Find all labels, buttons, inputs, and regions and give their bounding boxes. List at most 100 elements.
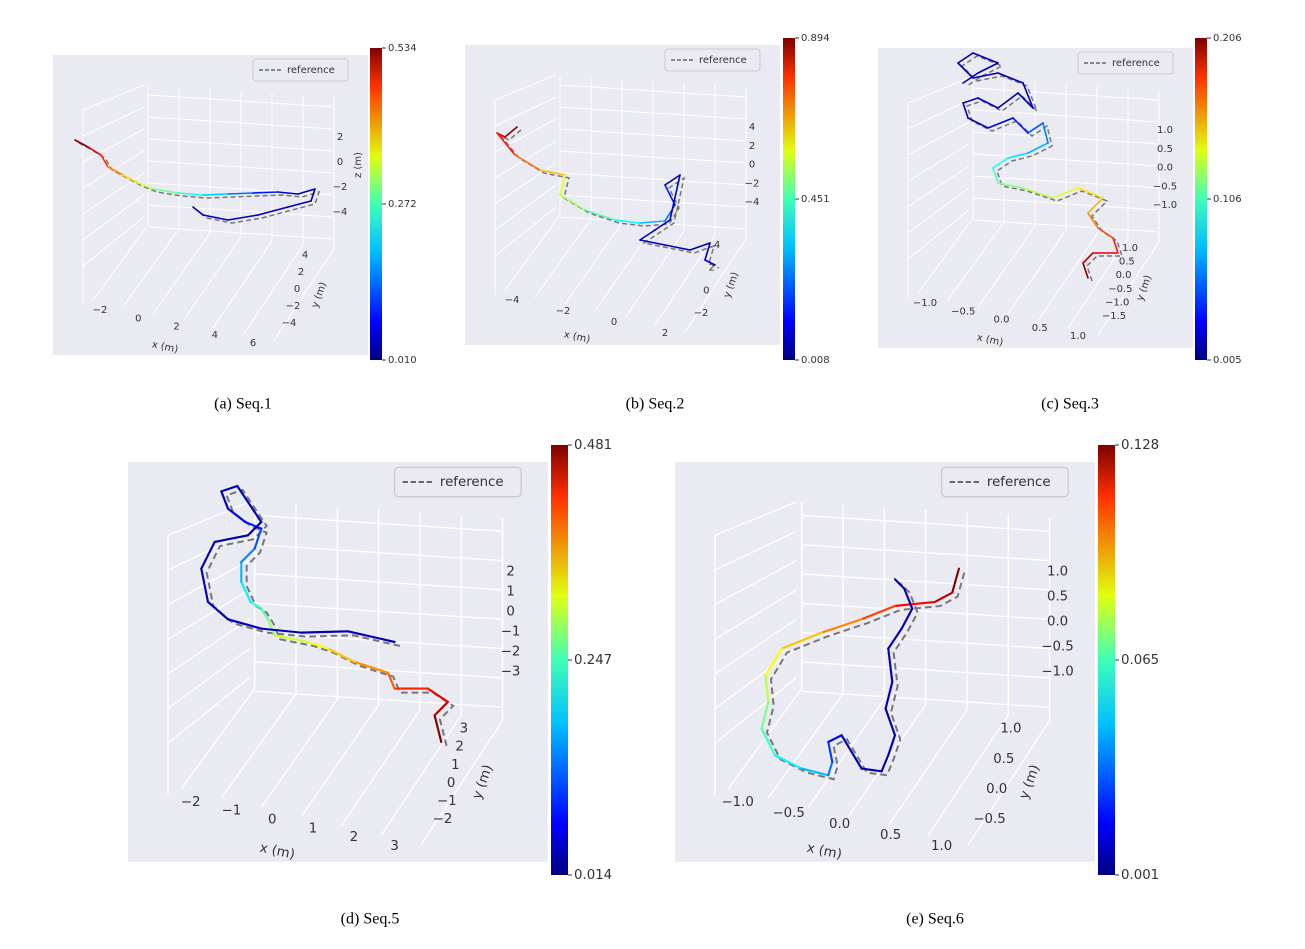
x-tick-label: 4: [212, 330, 218, 341]
trajectory-segment: [1087, 197, 1104, 214]
z-tick-label: 2: [749, 141, 755, 152]
grid-line: [494, 74, 557, 101]
grid-line: [340, 709, 421, 827]
trajectory-segment: [249, 600, 263, 610]
colorbar-label: 0.010: [388, 355, 417, 366]
grid-line: [714, 501, 797, 536]
x-tick-label: 1: [309, 821, 317, 836]
grid-line: [167, 618, 250, 675]
y-tick-label: 0.5: [1119, 257, 1135, 268]
trajectory-segment: [514, 154, 541, 171]
trajectory-segment: [764, 674, 770, 704]
grid-line: [727, 688, 803, 789]
trajectory-segment: [639, 239, 666, 246]
legend-box: [940, 466, 1069, 498]
z-tick-label: 0.5: [1047, 589, 1068, 604]
z-tick-label: 0: [749, 160, 755, 171]
x-tick-label: −0.5: [951, 306, 975, 317]
grid-line: [494, 140, 557, 179]
trajectory-segment: [977, 97, 999, 109]
y-tick-label: 1: [451, 758, 459, 773]
grid-line: [380, 714, 462, 836]
y-tick-label: −2: [694, 308, 709, 319]
caption: (b) Seq.2: [626, 396, 685, 413]
grid-line: [767, 693, 844, 799]
x-tick-label: 0.5: [880, 828, 901, 843]
x-tick-label: −2: [181, 795, 201, 810]
z-tick-label: 1: [506, 584, 514, 599]
legend-label: reference: [287, 65, 335, 76]
caption: (a) Seq.1: [214, 396, 272, 413]
y-tick-label: 0.0: [1116, 270, 1132, 281]
y-tick-label: 0: [294, 284, 300, 295]
grid-line: [714, 648, 797, 710]
legend-box: [252, 58, 349, 82]
grid-line: [82, 128, 145, 163]
y-tick-label: −1.5: [1102, 311, 1126, 322]
trajectory-segment: [880, 754, 890, 773]
grid-line: [927, 714, 1009, 836]
y-tick-label: 0: [703, 285, 709, 296]
trajectory-segment: [433, 714, 443, 743]
grid-line: [714, 560, 797, 606]
x-tick-label: −1: [222, 804, 242, 819]
grid-line: [559, 194, 747, 208]
trajectory-segment: [240, 547, 256, 564]
colorbar: [1195, 38, 1207, 360]
trajectory-segment: [266, 618, 276, 637]
colorbar-label: 0.894: [801, 33, 830, 44]
grid-line: [534, 218, 592, 298]
x-tick-label: 3: [390, 839, 398, 854]
colorbar-label: 0.014: [574, 868, 612, 883]
x-tick-label: −1.0: [721, 795, 753, 810]
legend-label: reference: [987, 475, 1051, 490]
trajectory-segment: [903, 587, 914, 610]
x-axis-label: x (m): [805, 841, 843, 863]
x-tick-label: 2: [173, 322, 179, 333]
grid-line: [494, 206, 557, 257]
z-tick-label: −1.0: [1153, 200, 1177, 211]
grid-line: [242, 244, 304, 336]
grid-line: [907, 121, 970, 156]
grid-line: [907, 165, 970, 208]
trajectory-segment: [386, 671, 396, 690]
trajectory-segment: [226, 507, 247, 524]
y-tick-label: 0.5: [993, 752, 1014, 767]
grid-line: [907, 143, 970, 182]
grid-line: [180, 688, 256, 789]
colorbar-label: 0.451: [801, 194, 830, 205]
z-tick-label: 0.0: [1157, 163, 1173, 174]
trajectory-segment: [192, 206, 204, 216]
z-axis-label: z (m): [353, 152, 364, 178]
grid-line: [167, 501, 250, 536]
trajectory-segment: [122, 174, 139, 184]
legend-label: reference: [440, 475, 504, 490]
grid-line: [684, 238, 747, 333]
trajectory-segment: [997, 182, 1024, 189]
z-tick-label: 1.0: [1047, 564, 1068, 579]
trajectory-segment: [246, 520, 263, 537]
trajectory-segment: [1012, 117, 1029, 134]
x-axis-label: x (m): [258, 841, 296, 863]
grid-line: [147, 226, 335, 240]
z-tick-label: −3: [501, 664, 521, 679]
trajectory-segment: [1082, 262, 1089, 279]
trajectory-segment: [1077, 187, 1104, 199]
grid-line: [147, 204, 335, 218]
z-tick-label: −4: [745, 197, 760, 208]
y-tick-label: 4: [302, 250, 308, 261]
trajectory-segment: [669, 174, 681, 221]
grid-line: [807, 698, 885, 808]
trajectory-segment: [893, 600, 937, 608]
x-tick-label: −0.5: [772, 806, 804, 821]
x-tick-label: 2: [662, 328, 668, 339]
x-tick-label: 0.0: [829, 817, 850, 832]
trajectory-segment: [1022, 187, 1054, 199]
trajectory-segment: [277, 191, 299, 195]
grid-line: [564, 222, 623, 305]
trajectory-segment: [933, 591, 954, 604]
trajectory-segment: [433, 700, 449, 717]
x-axis-label: x (m): [976, 332, 1004, 348]
grid-line: [182, 236, 242, 322]
